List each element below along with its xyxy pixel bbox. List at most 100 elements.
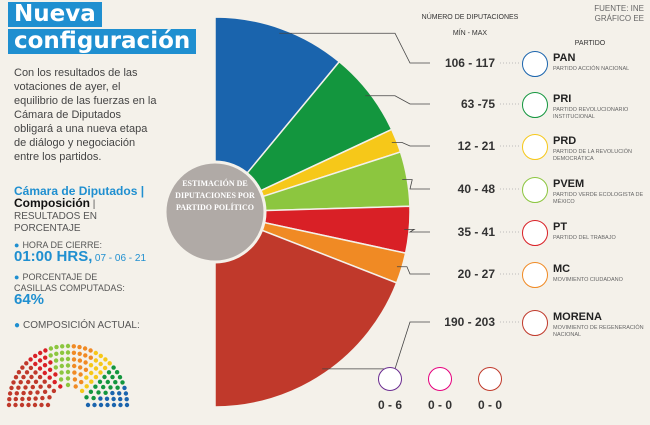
seat-dot [48, 360, 53, 365]
pt-logo-icon [522, 220, 548, 246]
seat-dot [71, 350, 77, 355]
seat-dot [20, 396, 25, 402]
seat-dot [98, 402, 104, 408]
party-full-pt: PARTIDO DEL TRABAJO [553, 235, 616, 241]
seat-dot [117, 375, 123, 380]
seat-dot [124, 397, 129, 402]
small-party-range: 0 - 0 [477, 398, 502, 412]
seat-dot [53, 372, 58, 377]
composicion-title: Composición [14, 196, 91, 210]
seat-dot [21, 390, 26, 396]
seat-dot [111, 365, 116, 370]
seat-dot [102, 374, 107, 380]
seat-dot [42, 379, 47, 384]
leader-line-pri [365, 95, 430, 105]
seat-dot [37, 366, 43, 371]
leader-line-pan [279, 32, 430, 64]
seat-dot [42, 389, 48, 394]
seat-dot [77, 358, 83, 363]
seat-dot [28, 357, 33, 362]
seat-dot [29, 374, 34, 380]
composicion-actual: ● COMPOSICIÓN ACTUAL: [14, 320, 140, 331]
seat-dot [35, 390, 40, 395]
seat-dot [101, 384, 106, 390]
seat-dot [48, 346, 54, 351]
seat-dot [65, 350, 71, 355]
party-full-prd: PARTIDO DE LA REVOLUCIÓN DEMOCRÁTICA [553, 149, 632, 162]
seat-dot [111, 402, 117, 408]
range-pvem: 40 - 48 [457, 182, 495, 196]
seat-dot [83, 360, 88, 365]
small-party-logo-icon [428, 367, 452, 391]
seat-dot [47, 375, 52, 380]
seat-dot [13, 375, 19, 380]
seat-dot [11, 380, 16, 385]
seat-dot [13, 402, 18, 408]
seat-dot [33, 370, 38, 375]
seat-dot [103, 390, 108, 395]
seat-dot [43, 348, 48, 353]
seat-dot [53, 365, 58, 370]
prd-logo-icon [522, 134, 548, 160]
seat-dot [20, 365, 25, 370]
hora-date: 07 - 06 - 21 [94, 253, 147, 264]
seat-dot [59, 370, 64, 375]
seat-dot [84, 375, 89, 380]
center-label: ESTIMACIÓN DE DIPUTACIONES POR PARTIDO P… [175, 179, 255, 212]
seat-dot [33, 361, 38, 367]
seat-dot [26, 396, 32, 401]
header-minmax: MÍN - MAX [452, 30, 488, 37]
seat-dot [102, 365, 108, 371]
casillas-block: ● PORCENTAJE DE CASILLAS COMPUTADAS: 64% [14, 272, 139, 307]
seat-dot [106, 370, 112, 375]
seat-dot [21, 374, 26, 380]
title-block: Nueva configuración [8, 2, 197, 56]
seat-dot [52, 379, 57, 385]
seat-dot [53, 358, 59, 363]
seat-dot [110, 390, 115, 396]
range-mc: 20 - 27 [457, 267, 495, 281]
hora-block: ● HORA DE CIERRE: 01:00 HRS, 07 - 06 - 21 [14, 240, 146, 264]
seat-dot [72, 377, 78, 382]
seat-dot [78, 372, 83, 377]
party-name-morena: MORENA [553, 311, 602, 323]
seat-dot [107, 361, 112, 366]
seat-dot [110, 374, 115, 380]
seat-dot [104, 396, 110, 401]
seat-dot [59, 350, 65, 355]
pan-logo-icon [522, 51, 548, 77]
seat-dot [37, 358, 43, 363]
seat-dot [88, 348, 93, 353]
small-party-logo-icon [378, 367, 402, 391]
source-line-1: FUENTE: INE [594, 4, 644, 13]
seat-dot [47, 384, 52, 389]
small-party-range: 0 - 6 [377, 398, 402, 412]
party-full-mc: MOVIMIENTO CIUDADANO [553, 277, 623, 283]
seat-dot [59, 363, 64, 369]
seat-dot [43, 355, 48, 360]
seat-dot [38, 384, 43, 389]
seat-dot [79, 388, 85, 394]
seat-dot [58, 384, 63, 389]
seat-dot [54, 344, 59, 350]
seat-dot [117, 391, 122, 396]
seat-dot [114, 370, 120, 375]
seat-dot [33, 379, 39, 384]
seat-dot [97, 379, 103, 384]
source: FUENTE: INE GRÁFICO EE [594, 4, 644, 24]
seat-dot [24, 370, 30, 375]
seat-dot [98, 353, 104, 359]
seat-dot [73, 384, 78, 389]
party-name-pt: PT [553, 221, 568, 233]
seat-dot [93, 384, 98, 389]
casillas-label: PORCENTAJE DE CASILLAS COMPUTADAS: [14, 272, 125, 293]
leader-line-pvem [402, 179, 430, 190]
seat-dot [124, 402, 130, 408]
seat-dot [105, 379, 111, 385]
seat-dot [23, 385, 28, 390]
seat-dot [47, 395, 52, 400]
seat-dot [123, 391, 129, 396]
seat-dot [59, 357, 65, 362]
seat-dot [45, 402, 51, 408]
leader-line-morena [322, 321, 430, 370]
